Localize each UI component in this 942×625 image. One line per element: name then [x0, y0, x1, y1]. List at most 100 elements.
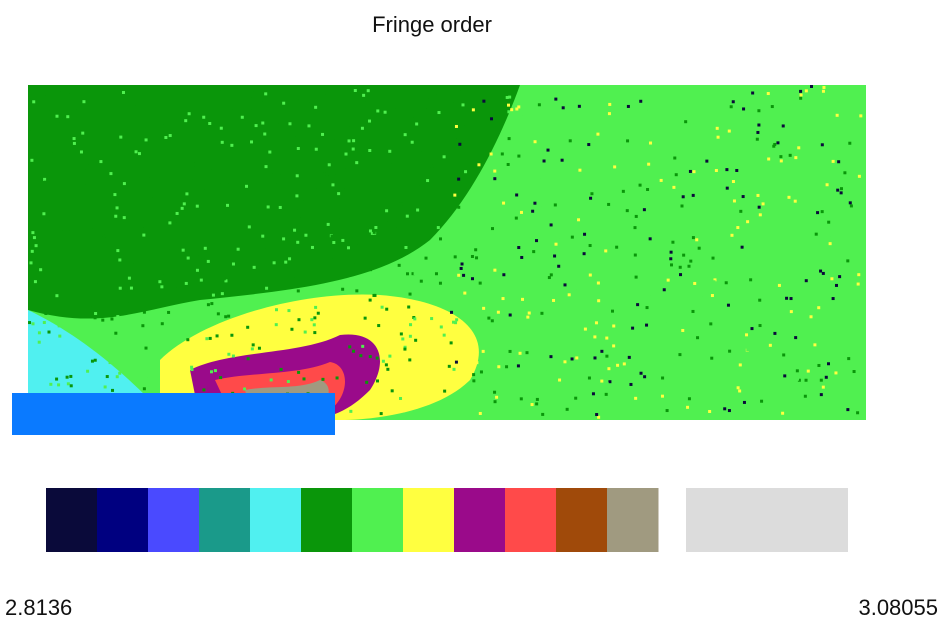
speckle	[202, 116, 205, 119]
speckle	[111, 389, 114, 392]
speckle	[96, 182, 99, 185]
speckle	[267, 205, 270, 208]
speckle	[493, 177, 496, 180]
speckle	[694, 183, 697, 186]
speckle	[479, 282, 482, 285]
speckle	[270, 378, 273, 381]
speckle	[728, 130, 731, 133]
speckle	[679, 273, 682, 276]
speckle	[497, 365, 500, 368]
speckle	[421, 151, 424, 154]
speckle	[608, 103, 611, 106]
speckle	[672, 186, 675, 189]
speckle	[691, 310, 694, 313]
speckle	[332, 241, 335, 244]
speckle	[66, 115, 69, 118]
speckle	[460, 267, 463, 270]
speckle	[647, 310, 650, 313]
speckle	[430, 164, 433, 167]
speckle	[647, 163, 650, 166]
speckle	[430, 317, 433, 320]
speckle	[408, 358, 411, 361]
speckle	[297, 207, 300, 210]
speckle	[32, 100, 35, 103]
speckle	[606, 382, 609, 385]
speckle	[428, 96, 431, 99]
speckle	[126, 302, 129, 305]
speckle	[757, 109, 760, 112]
speckle	[94, 203, 97, 206]
speckle	[443, 155, 446, 158]
speckle	[107, 158, 110, 161]
speckle	[94, 312, 97, 315]
speckle	[558, 379, 561, 382]
speckle	[34, 280, 37, 283]
speckle	[508, 137, 511, 140]
speckle	[369, 299, 372, 302]
speckle	[715, 169, 718, 172]
speckle	[478, 310, 481, 313]
speckle	[769, 344, 772, 347]
speckle	[821, 143, 824, 146]
speckle	[176, 276, 179, 279]
speckle	[413, 215, 416, 218]
speckle	[702, 340, 705, 343]
speckle	[28, 321, 31, 324]
speckle	[553, 254, 556, 257]
speckle	[781, 412, 784, 415]
speckle	[221, 141, 224, 144]
speckle	[589, 197, 592, 200]
speckle	[57, 383, 60, 386]
speckle	[712, 257, 715, 260]
speckle	[174, 220, 177, 223]
speckle	[287, 309, 290, 312]
speckle	[152, 197, 155, 200]
speckle	[612, 324, 615, 327]
speckle	[282, 237, 285, 240]
speckle	[420, 280, 423, 283]
speckle	[494, 400, 497, 403]
speckle	[43, 321, 46, 324]
speckle	[39, 268, 42, 271]
speckle	[376, 357, 379, 360]
speckle	[713, 280, 716, 283]
speckle	[252, 343, 255, 346]
speckle	[153, 269, 156, 272]
speckle	[509, 350, 512, 353]
speckle	[643, 208, 646, 211]
speckle	[336, 376, 339, 379]
speckle	[104, 385, 107, 388]
speckle	[292, 277, 295, 280]
speckle	[729, 161, 732, 164]
speckle	[161, 274, 164, 277]
speckle	[452, 321, 455, 324]
speckle	[736, 217, 739, 220]
speckle	[33, 256, 36, 259]
speckle	[608, 112, 611, 115]
speckle	[297, 147, 300, 150]
speckle	[390, 293, 393, 296]
speckle	[92, 228, 95, 231]
speckle	[742, 107, 745, 110]
speckle	[822, 272, 825, 275]
speckle	[804, 402, 807, 405]
speckle	[622, 190, 625, 193]
speckle	[400, 332, 403, 335]
min-label: 2.8136	[5, 595, 72, 620]
speckle	[857, 273, 860, 276]
speckle	[409, 293, 412, 296]
speckle	[83, 167, 86, 170]
speckle	[94, 359, 97, 362]
speckle	[471, 277, 474, 280]
speckle	[820, 393, 823, 396]
speckle	[587, 143, 590, 146]
speckle	[543, 159, 546, 162]
speckle	[457, 178, 460, 181]
speckle	[526, 316, 529, 319]
speckle	[88, 162, 91, 165]
swatch	[46, 488, 98, 552]
speckle	[710, 357, 713, 360]
speckle	[31, 231, 34, 234]
speckle	[668, 227, 671, 230]
speckle	[348, 345, 351, 348]
